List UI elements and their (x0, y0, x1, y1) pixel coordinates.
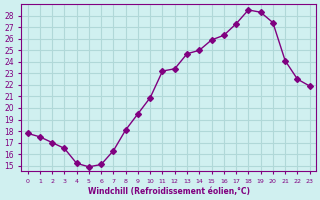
X-axis label: Windchill (Refroidissement éolien,°C): Windchill (Refroidissement éolien,°C) (88, 187, 250, 196)
